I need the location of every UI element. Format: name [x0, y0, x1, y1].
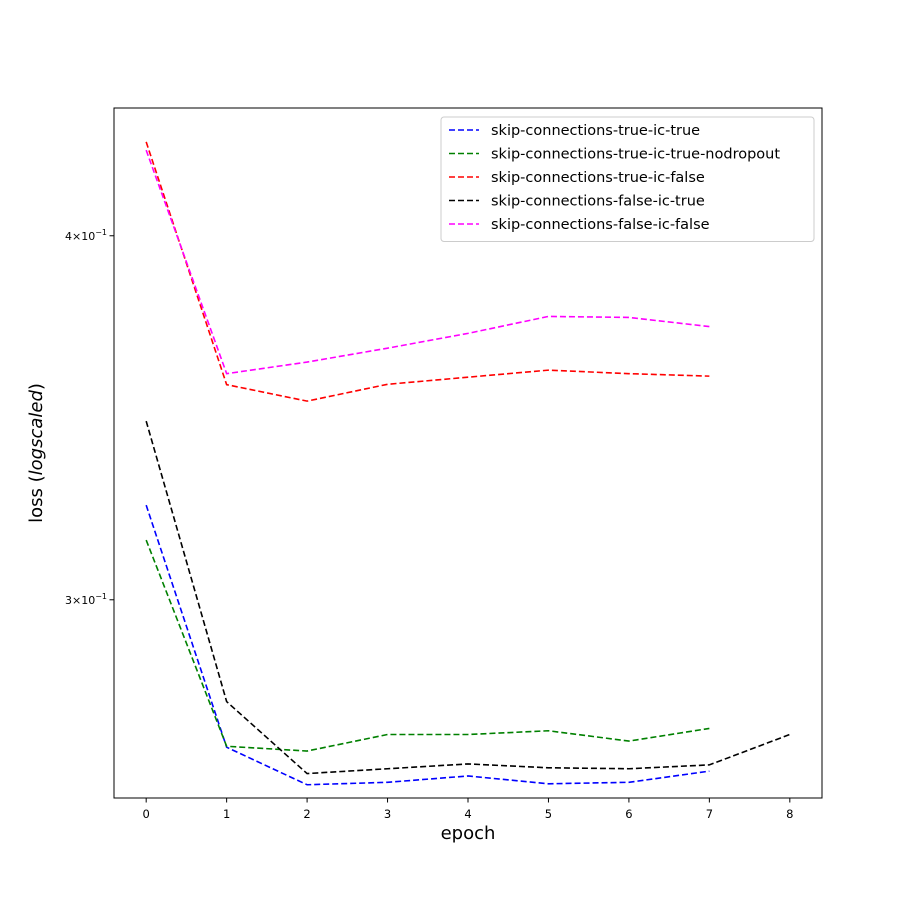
x-tick-label: 2 — [303, 807, 310, 821]
x-tick-label: 1 — [223, 807, 230, 821]
x-tick-label: 5 — [545, 807, 552, 821]
x-axis: 0 1 2 3 4 5 6 7 8 — [143, 798, 793, 821]
x-tick-label: 7 — [706, 807, 713, 821]
x-tick-label: 0 — [143, 807, 150, 821]
legend-label-0: skip-connections-true-ic-true — [491, 123, 700, 139]
y-axis-label: loss (logscaled) — [26, 383, 47, 523]
x-tick-label: 6 — [625, 807, 632, 821]
y-axis: 3×10−1 4×10−1 — [65, 228, 114, 607]
legend-label-1: skip-connections-true-ic-true-nodropout — [491, 147, 780, 163]
series-line-3 — [145, 420, 791, 775]
legend-label-2: skip-connections-true-ic-false — [491, 170, 705, 186]
legend-box — [440, 116, 815, 242]
x-axis-label: epoch — [441, 823, 496, 844]
y-axis-label-prefix: loss ( — [26, 475, 47, 523]
legend: skip-connections-true-ic-true skip-connec… — [440, 116, 815, 242]
legend-label-3: skip-connections-false-ic-true — [491, 194, 705, 210]
y-tick-label: 4×10−1 — [65, 228, 107, 243]
legend-label-4: skip-connections-false-ic-false — [491, 217, 710, 233]
x-tick-label: 8 — [786, 807, 793, 821]
y-axis-label-suffix: ) — [26, 383, 47, 390]
x-tick-label: 3 — [384, 807, 391, 821]
series-line-2 — [145, 141, 710, 402]
series-line-0 — [145, 504, 710, 786]
y-tick-label: 3×10−1 — [65, 592, 107, 607]
y-axis-label-italic: logscaled — [26, 390, 47, 476]
series-line-1 — [145, 539, 710, 752]
series-layer — [145, 141, 791, 786]
series-line-4 — [145, 149, 710, 375]
x-tick-label: 4 — [464, 807, 471, 821]
